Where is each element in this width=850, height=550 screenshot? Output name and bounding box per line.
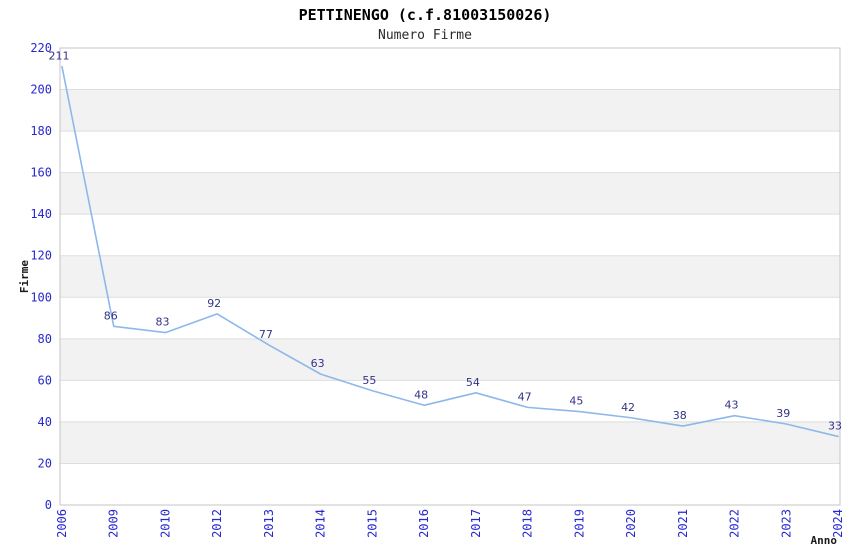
data-label: 43 <box>725 399 739 412</box>
y-tick-label: 80 <box>38 332 52 346</box>
data-label: 63 <box>311 357 325 370</box>
x-tick-label: 2021 <box>676 509 690 538</box>
grid-band <box>60 338 840 381</box>
data-label: 45 <box>569 395 583 408</box>
data-label: 77 <box>259 328 273 341</box>
data-label: 86 <box>104 309 118 322</box>
grid-band <box>60 421 840 464</box>
x-tick-label: 2019 <box>572 509 586 538</box>
y-axis-title: Firme <box>18 260 31 293</box>
y-tick-label: 160 <box>30 166 52 180</box>
y-tick-label: 120 <box>30 249 52 263</box>
x-tick-label: 2010 <box>158 509 172 538</box>
x-tick-label: 2017 <box>469 509 483 538</box>
x-tick-label: 2015 <box>365 509 379 538</box>
y-tick-label: 60 <box>38 373 52 387</box>
y-tick-label: 220 <box>30 41 52 55</box>
chart-title: PETTINENGO (c.f.81003150026) <box>298 6 552 24</box>
x-tick-label: 2009 <box>107 509 121 538</box>
y-tick-label: 180 <box>30 124 52 138</box>
y-tick-label: 40 <box>38 415 52 429</box>
data-label: 42 <box>621 401 635 414</box>
data-label: 47 <box>518 390 532 403</box>
y-tick-label: 0 <box>45 498 52 512</box>
x-tick-label: 2006 <box>55 509 69 538</box>
y-tick-label: 20 <box>38 456 52 470</box>
y-tick-label: 200 <box>30 83 52 97</box>
data-label: 39 <box>776 407 790 420</box>
data-label: 55 <box>362 374 376 387</box>
grid-band <box>60 172 840 215</box>
data-label: 48 <box>414 388 428 401</box>
chart-subtitle: Numero Firme <box>378 28 472 43</box>
x-tick-label: 2012 <box>210 509 224 538</box>
x-tick-label: 2023 <box>779 509 793 538</box>
y-tick-label: 140 <box>30 207 52 221</box>
x-axis-title: Anno <box>811 534 838 547</box>
x-tick-label: 2013 <box>262 509 276 538</box>
y-tick-label: 100 <box>30 290 52 304</box>
x-tick-label: 2016 <box>417 509 431 538</box>
plot-border <box>59 47 841 506</box>
x-tick-label: 2018 <box>521 509 535 538</box>
series-line <box>61 65 839 438</box>
data-label: 33 <box>828 419 842 432</box>
data-label: 54 <box>466 376 480 389</box>
grid-band <box>60 89 840 132</box>
data-label: 38 <box>673 409 687 422</box>
grid-band <box>60 255 840 298</box>
data-label: 211 <box>49 50 70 63</box>
data-label: 92 <box>207 297 221 310</box>
x-tick-label: 2020 <box>624 509 638 538</box>
data-label: 83 <box>155 316 169 329</box>
x-tick-label: 2014 <box>314 509 328 538</box>
x-tick-label: 2022 <box>728 509 742 538</box>
x-tick-label: 2024 <box>831 509 845 538</box>
